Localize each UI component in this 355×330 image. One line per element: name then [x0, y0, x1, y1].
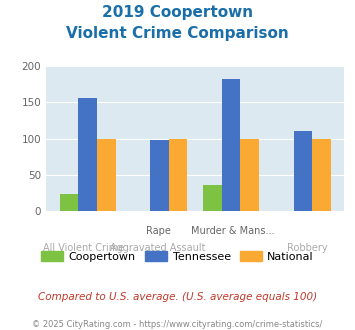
Text: Aggravated Assault: Aggravated Assault [110, 243, 206, 252]
Text: Murder & Mans...: Murder & Mans... [191, 226, 274, 236]
Text: 2019 Coopertown: 2019 Coopertown [102, 5, 253, 20]
Bar [203, 185, 222, 211]
Bar [240, 139, 259, 211]
Text: Robbery: Robbery [287, 243, 327, 252]
Legend: Coopertown, Tennessee, National: Coopertown, Tennessee, National [37, 247, 318, 267]
Bar [97, 139, 116, 211]
Bar [60, 194, 78, 211]
Bar [312, 139, 331, 211]
Text: © 2025 CityRating.com - https://www.cityrating.com/crime-statistics/: © 2025 CityRating.com - https://www.city… [32, 320, 323, 329]
Bar [222, 79, 240, 211]
Bar [150, 140, 169, 211]
Text: Violent Crime Comparison: Violent Crime Comparison [66, 26, 289, 41]
Bar [169, 139, 187, 211]
Text: All Violent Crime: All Violent Crime [43, 243, 124, 252]
Text: Rape: Rape [146, 226, 170, 236]
Bar [294, 131, 312, 211]
Text: Compared to U.S. average. (U.S. average equals 100): Compared to U.S. average. (U.S. average … [38, 292, 317, 302]
Bar [78, 98, 97, 211]
